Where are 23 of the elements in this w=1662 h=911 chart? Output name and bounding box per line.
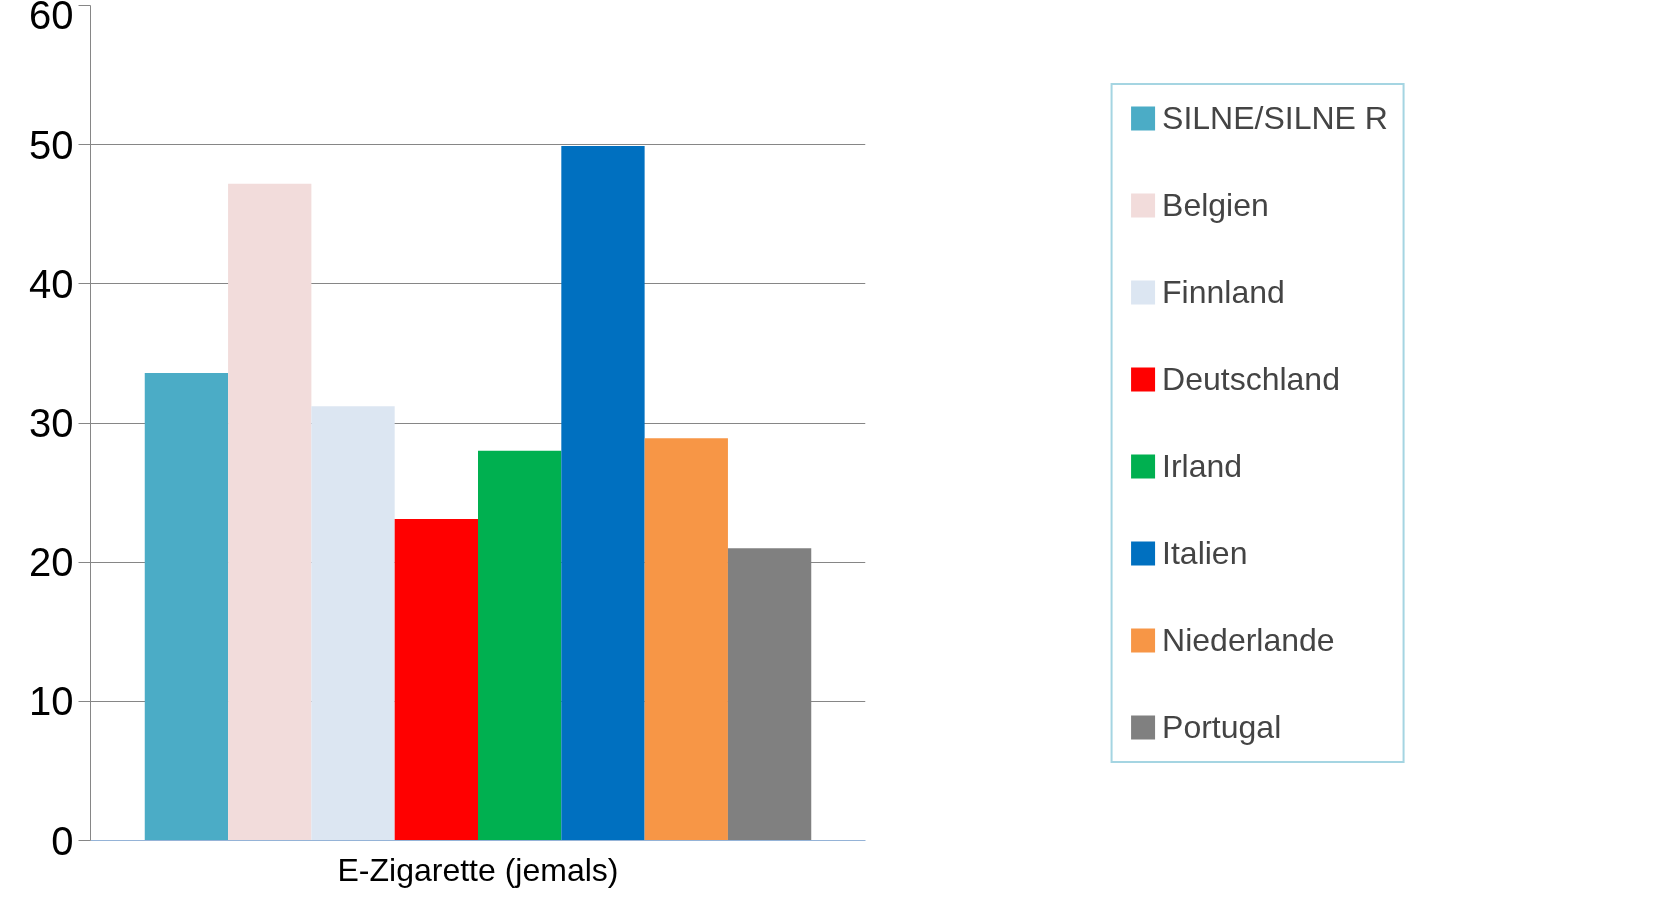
legend-label: Italien bbox=[1162, 534, 1248, 572]
y-tick-label: 50 bbox=[29, 122, 74, 167]
legend-label: Portugal bbox=[1162, 708, 1282, 746]
x-tick-label: E-Zigarette (jemals) bbox=[337, 851, 619, 888]
y-tick-label: 40 bbox=[29, 261, 74, 306]
y-tick-label: 0 bbox=[51, 818, 74, 863]
y-tick-label: 60 bbox=[29, 0, 74, 37]
y-tick-label: 10 bbox=[29, 679, 74, 724]
legend-label: Finnland bbox=[1162, 273, 1285, 311]
bar bbox=[561, 146, 645, 841]
y-tick-label: 30 bbox=[29, 401, 74, 445]
legend-label: Belgien bbox=[1162, 186, 1269, 224]
legend-label: Deutschland bbox=[1162, 360, 1340, 398]
bar bbox=[478, 450, 562, 841]
bar bbox=[311, 406, 395, 841]
bar bbox=[394, 519, 478, 841]
bar bbox=[144, 372, 229, 841]
y-tick-label: 20 bbox=[29, 540, 74, 585]
legend-label: Irland bbox=[1162, 447, 1243, 485]
legend-label: Niederlande bbox=[1162, 621, 1335, 659]
bar bbox=[228, 183, 312, 841]
legend-label: SILNE/SILNE R bbox=[1162, 99, 1388, 137]
bar bbox=[644, 438, 728, 841]
